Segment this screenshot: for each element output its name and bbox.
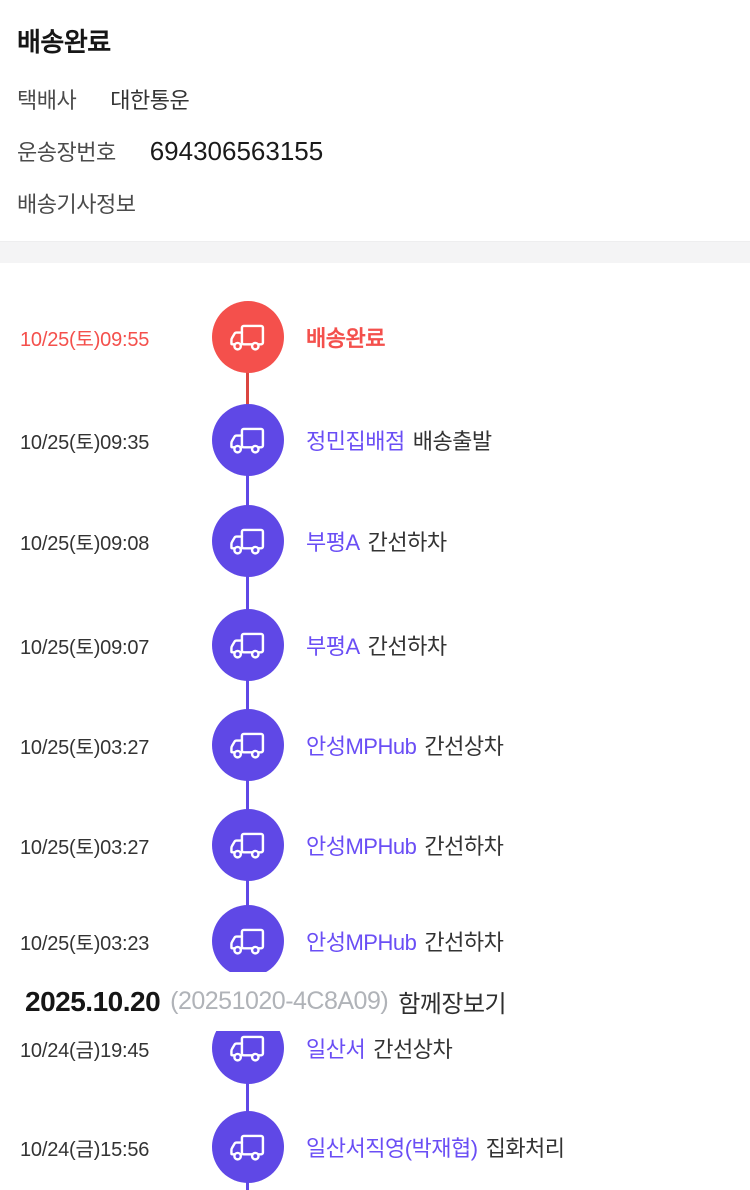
- page-title: 배송완료: [17, 27, 111, 57]
- timeline-row: 10/25(토)03:27 안성MPHub 간선하차: [0, 809, 750, 881]
- timeline-row: 10/25(토)09:08 부평A 간선하차: [0, 505, 750, 577]
- truck-icon: [212, 609, 284, 681]
- timeline-action: 간선하차: [424, 834, 504, 859]
- timeline-place: 부평A: [306, 530, 360, 555]
- timeline-row: 10/25(토)03:27 안성MPHub 간선상차: [0, 709, 750, 781]
- timeline-action: 간선하차: [424, 930, 504, 955]
- timeline-action: 간선상차: [373, 1037, 453, 1062]
- timeline-time: 10/25(토)09:55: [20, 328, 150, 351]
- timeline-place: 안성MPHub: [306, 734, 417, 759]
- driver-info-link[interactable]: 배송기사정보: [17, 192, 136, 217]
- courier-label: 택배사: [17, 88, 77, 113]
- timeline-status: 안성MPHub 간선하차: [306, 809, 504, 881]
- driver-info-row[interactable]: 배송기사정보: [17, 187, 733, 219]
- timeline-time: 10/25(토)09:08: [20, 532, 150, 555]
- timeline-action: 배송완료: [306, 326, 385, 351]
- timeline-status: 부평A 간선하차: [306, 505, 447, 577]
- timeline-action: 간선하차: [367, 634, 447, 659]
- truck-icon: [212, 301, 284, 373]
- truck-icon: [212, 404, 284, 476]
- timeline-place: 일산서직영(박재협): [306, 1136, 478, 1161]
- shipment-header: 배송완료 택배사 대한통운 운송장번호 694306563155 배송기사정보: [17, 22, 733, 219]
- timeline-status: 안성MPHub 간선상차: [306, 709, 504, 781]
- timeline-action: 간선하차: [367, 530, 447, 555]
- timeline-time: 10/25(토)03:27: [20, 836, 150, 859]
- timeline-place: 부평A: [306, 634, 360, 659]
- tracking-number-value: 694306563155: [149, 136, 324, 166]
- timeline-place: 정민집배점: [306, 429, 405, 454]
- timeline-place: 안성MPHub: [306, 834, 417, 859]
- timeline-place: 안성MPHub: [306, 930, 417, 955]
- timeline-time: 10/25(토)09:07: [20, 636, 150, 659]
- timeline-row: 10/25(토)09:07 부평A 간선하차: [0, 609, 750, 681]
- timeline-status: 배송완료: [306, 301, 385, 373]
- timeline-row: 10/25(토)09:55 배송완료: [0, 301, 750, 373]
- timeline-time: 10/24(금)19:45: [20, 1039, 150, 1062]
- date-divider-order-code: (20251020-4C8A09): [170, 987, 389, 1015]
- timeline-time: 10/25(토)09:35: [20, 431, 150, 454]
- truck-icon: [212, 1111, 284, 1183]
- timeline-status: 안성MPHub 간선하차: [306, 905, 504, 977]
- timeline-time: 10/24(금)15:56: [20, 1138, 150, 1161]
- date-divider: 2025.10.20 (20251020-4C8A09) 함께장보기: [0, 972, 750, 1031]
- truck-icon: [212, 505, 284, 577]
- section-divider: [0, 241, 750, 263]
- tracking-number-row: 운송장번호 694306563155: [17, 135, 733, 167]
- shipment-meta: 택배사 대한통운 운송장번호 694306563155 배송기사정보: [17, 83, 733, 219]
- timeline-action: 집화처리: [485, 1136, 565, 1161]
- timeline-action: 간선상차: [424, 734, 504, 759]
- timeline: 2025.10.20 (20251020-4C8A09) 함께장보기 10/25…: [0, 262, 750, 1190]
- date-divider-date: 2025.10.20: [25, 985, 161, 1017]
- timeline-status: 일산서 간선상차: [306, 1012, 453, 1084]
- truck-icon: [212, 905, 284, 977]
- timeline-action: 배송출발: [412, 429, 492, 454]
- timeline-place: 일산서: [306, 1037, 366, 1062]
- timeline-row: 10/24(금)15:56 일산서직영(박재협) 집화처리: [0, 1111, 750, 1183]
- timeline-row: 10/25(토)09:35 정민집배점 배송출발: [0, 404, 750, 476]
- truck-icon: [212, 809, 284, 881]
- courier-value: 대한통운: [110, 88, 190, 113]
- timeline-status: 정민집배점 배송출발: [306, 404, 492, 476]
- timeline-status: 부평A 간선하차: [306, 609, 447, 681]
- date-divider-order-name: 함께장보기: [398, 991, 507, 1018]
- tracking-number-label: 운송장번호: [17, 140, 116, 165]
- courier-row: 택배사 대한통운: [17, 83, 733, 115]
- timeline-row: 10/25(토)03:23 안성MPHub 간선하차: [0, 905, 750, 977]
- truck-icon: [212, 709, 284, 781]
- timeline-time: 10/25(토)03:27: [20, 736, 150, 759]
- timeline-time: 10/25(토)03:23: [20, 932, 150, 955]
- timeline-status: 일산서직영(박재협) 집화처리: [306, 1111, 565, 1183]
